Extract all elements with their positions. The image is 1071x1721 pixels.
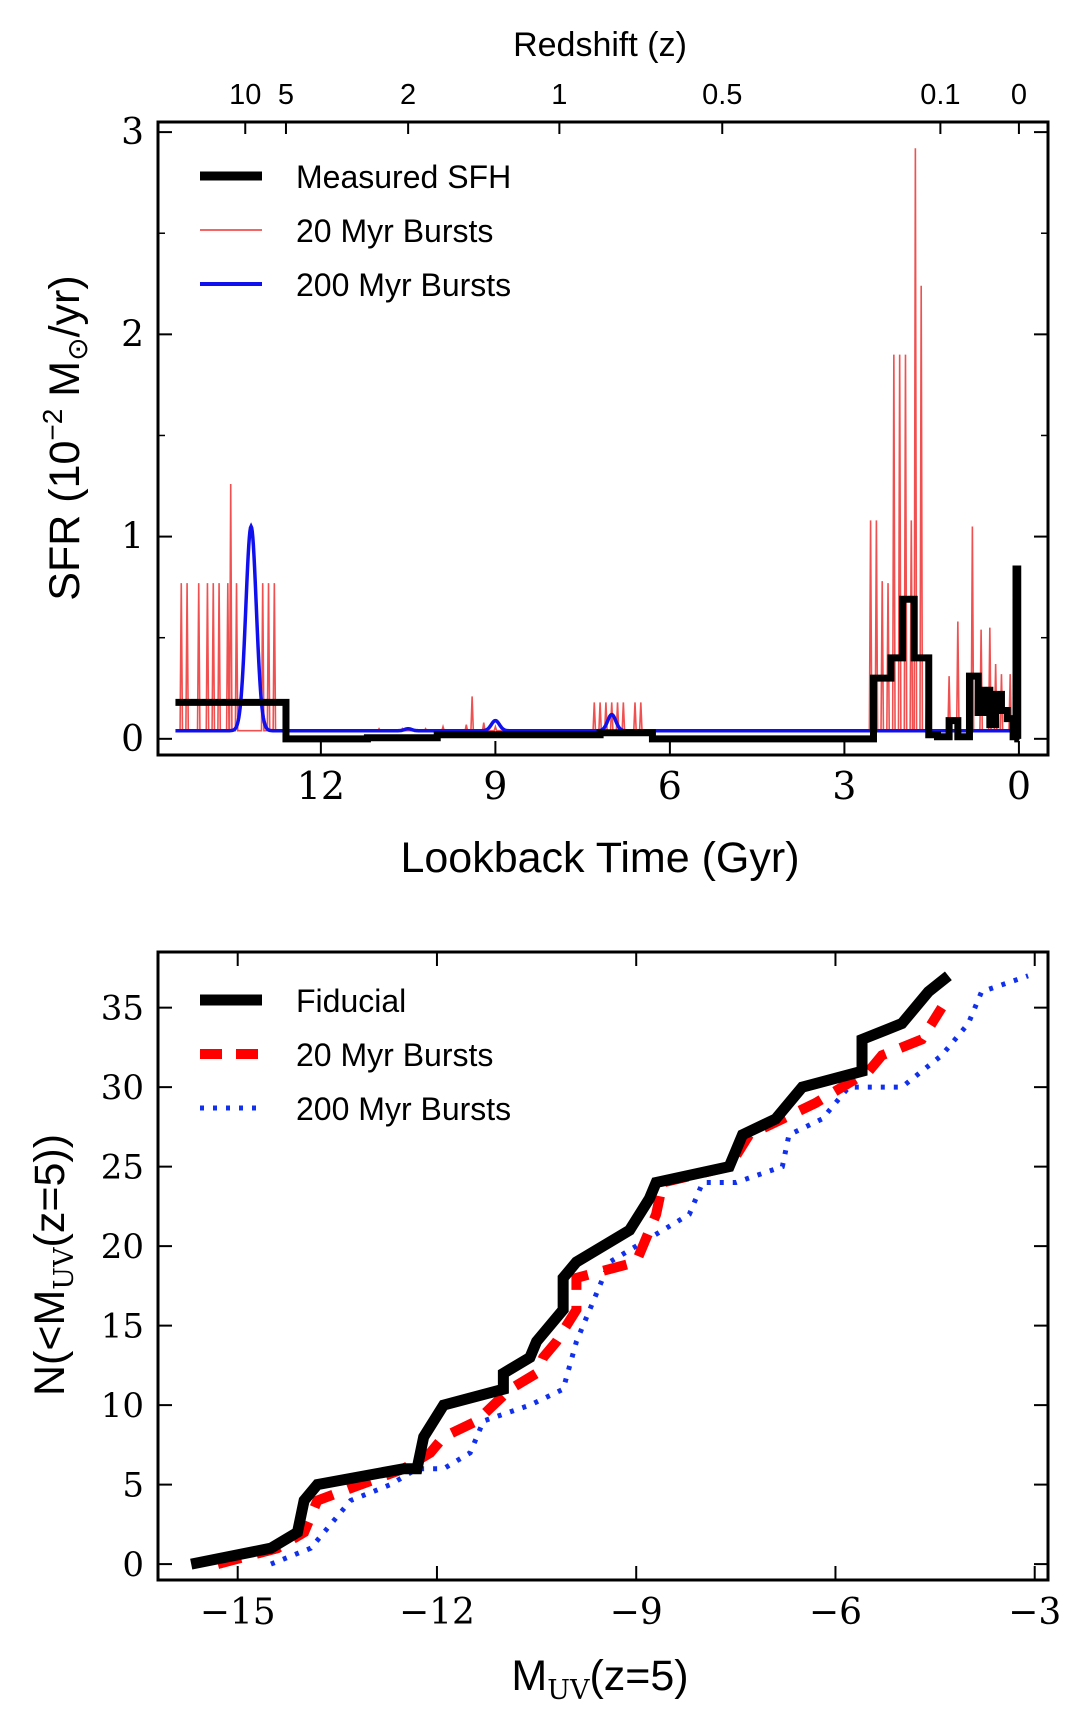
luminosity-series [190,971,1029,1570]
luminosity-axis-ticks: −15 −12 −9 −6 −3 0 5 10 15 20 25 30 35 [101,952,1061,1633]
luminosity-panel: −15 −12 −9 −6 −3 0 5 10 15 20 25 30 35 MUV(z=5) N(<M… [26,950,1061,1706]
legend-label-20myr-cum: 20 Myr Bursts [296,1037,493,1073]
legend-label-200myr-cum: 200 Myr Bursts [296,1091,511,1127]
luminosity-x-axis-title: MUV(z=5) [511,1652,688,1706]
luminosity-y-tick-label: 5 [122,1466,144,1506]
sfh-legend: Measured SFH 20 Myr Bursts 200 Myr Burst… [200,159,511,303]
series-200myr-bursts-cumulative [269,973,1029,1567]
sfh-x-tick-label: 6 [658,764,682,808]
redshift-tick-label: 0.1 [920,79,960,111]
sfh-x-tick-label: 12 [297,764,345,808]
sfh-x-tick-label: 0 [1007,764,1031,808]
series-measured-sfh [175,565,1022,743]
redshift-tick-label: 5 [278,79,294,111]
sfh-y-tick-label: 0 [121,719,144,760]
luminosity-y-tick-label: 35 [101,989,144,1029]
sfh-x-tick-label: 9 [483,764,507,808]
legend-label-measured-sfh: Measured SFH [296,159,511,195]
legend-label-fiducial: Fiducial [296,983,406,1019]
redshift-tick-label: 0.5 [702,79,742,111]
luminosity-x-tick-label: −3 [1008,1592,1061,1633]
redshift-axis-title: Redshift (z) [513,26,687,64]
sfh-x-axis-title: Lookback Time (Gyr) [400,834,799,882]
luminosity-y-tick-label: 0 [122,1545,144,1585]
luminosity-y-tick-label: 25 [101,1148,144,1188]
redshift-tick-label: 10 [229,79,261,111]
legend-label-20myr: 20 Myr Bursts [296,213,493,249]
sfh-x-tick-label: 3 [832,764,856,808]
sfh-y-tick-label: 3 [121,112,144,153]
sfh-y-axis-title: SFR (10−2 M⊙/yr) [37,275,93,600]
luminosity-y-tick-label: 10 [101,1386,144,1426]
series-20myr-bursts-cumulative [216,1004,946,1569]
luminosity-x-tick-label: −6 [809,1592,862,1633]
luminosity-y-tick-label: 15 [101,1307,144,1347]
series-fiducial [190,971,952,1570]
luminosity-legend: Fiducial 20 Myr Bursts 200 Myr Bursts [200,983,511,1127]
sfh-y-tick-label: 1 [121,517,144,558]
sfh-series [175,148,1022,743]
sfh-plot-frame [156,120,1050,757]
redshift-tick-label: 1 [551,79,567,111]
legend-label-200myr: 200 Myr Bursts [296,267,511,303]
redshift-tick-label: 0 [1011,79,1027,111]
luminosity-y-tick-label: 20 [101,1227,144,1267]
sfh-y-tick-label: 2 [121,314,144,355]
luminosity-x-tick-label: −12 [399,1592,475,1633]
luminosity-x-tick-label: −15 [200,1592,276,1633]
luminosity-x-tick-label: −9 [610,1592,663,1633]
redshift-tick-label: 2 [400,79,416,111]
luminosity-y-tick-label: 30 [101,1068,144,1108]
luminosity-plot-frame [156,950,1050,1582]
luminosity-y-axis-title: N(<MUV(z=5)) [26,1134,80,1396]
